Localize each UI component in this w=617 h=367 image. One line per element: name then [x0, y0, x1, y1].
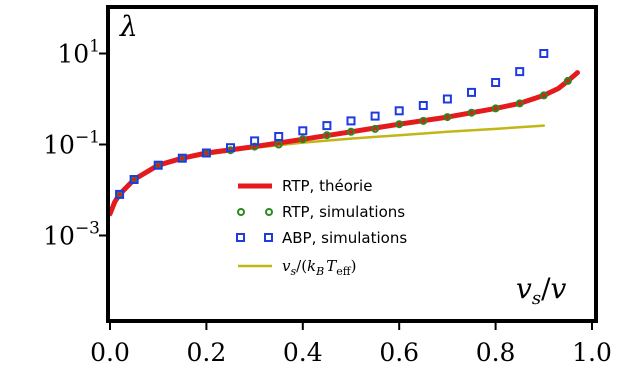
abp-sim-point: [153, 160, 163, 170]
x-tick-label: 0.2: [187, 338, 227, 367]
y-axis-label: λ: [119, 10, 138, 43]
x-tick-label: 1.0: [572, 338, 612, 367]
x-label-sub-s: s: [532, 288, 541, 309]
x-tick-label: 0.8: [476, 338, 516, 367]
rtp-sim-point: [443, 113, 452, 122]
rtp-sim-point: [515, 99, 524, 108]
chart-marks: [108, 49, 580, 217]
x-label-slash: /: [541, 272, 551, 305]
rtp-sim-point: [539, 91, 548, 100]
abp-sim-point: [226, 143, 235, 153]
y-tick-label: 10−1: [43, 128, 100, 160]
axis-ticks: 0.0 0.2 0.4 0.6 0.8 1.0 101 10−1 10−3: [43, 37, 612, 367]
legend-swatch-rtp-sim-1: [237, 208, 245, 216]
x-tick-label: 0.4: [283, 338, 323, 367]
rtp-sim-point: [563, 76, 572, 85]
x-tick-label: 0.6: [379, 338, 419, 367]
abp-sim-point: [491, 78, 501, 87]
x-label-v1: v: [516, 272, 532, 305]
legend-label-rtp-sim: RTP, simulations: [282, 203, 405, 221]
abp-sim-point: [274, 132, 284, 141]
abp-sim-point: [201, 148, 211, 158]
y-tick-label: 101: [57, 37, 100, 69]
abp-sim-point: [418, 101, 428, 110]
rtp-sim-point: [371, 124, 380, 133]
abp-sim-point: [539, 49, 549, 58]
legend-swatch-abp-sim-2: [264, 233, 273, 242]
legend: RTP, théorie RTP, simulations ABP, simul…: [236, 177, 407, 278]
abp-sim-point: [442, 94, 452, 104]
plot-area: [108, 49, 580, 217]
abp-sim-point: [129, 175, 139, 184]
legend-label-abp-sim: ABP, simulations: [282, 229, 407, 247]
abp-sim-point: [322, 121, 332, 131]
rtp-sim-point: [298, 135, 307, 144]
abp-sim-point: [177, 153, 187, 163]
legend-swatch-abp-sim-1: [236, 233, 245, 242]
rtp-sim-point: [322, 131, 331, 140]
x-axis-label: vs/v: [516, 272, 567, 309]
abp-sim-point: [115, 189, 125, 199]
legend-label-rtp-theory: RTP, théorie: [282, 177, 372, 195]
abp-sim-point: [250, 136, 260, 146]
abp-sim-point: [346, 116, 356, 126]
legend-label-vs-kbt: vs/(kB Teff): [282, 257, 356, 278]
x-label-v2: v: [551, 272, 567, 305]
abp-sim-point: [394, 106, 404, 116]
abp-sim-point: [515, 67, 525, 77]
rtp-sim-point: [274, 140, 283, 149]
abp-sim-point: [370, 111, 380, 121]
plot-frame: [106, 5, 598, 323]
abp-sim-point: [298, 126, 308, 136]
x-tick-label: 0.0: [90, 338, 130, 367]
rtp-sim-point: [347, 127, 355, 136]
rtp-sim-point: [491, 104, 500, 113]
rtp-sim-point: [395, 120, 404, 129]
abp-sim-point: [467, 87, 476, 97]
legend-swatch-rtp-sim-2: [265, 208, 273, 216]
rtp-sim-point: [467, 108, 476, 117]
y-tick-label: 10−3: [43, 219, 100, 251]
rtp-sim-point: [419, 116, 428, 125]
